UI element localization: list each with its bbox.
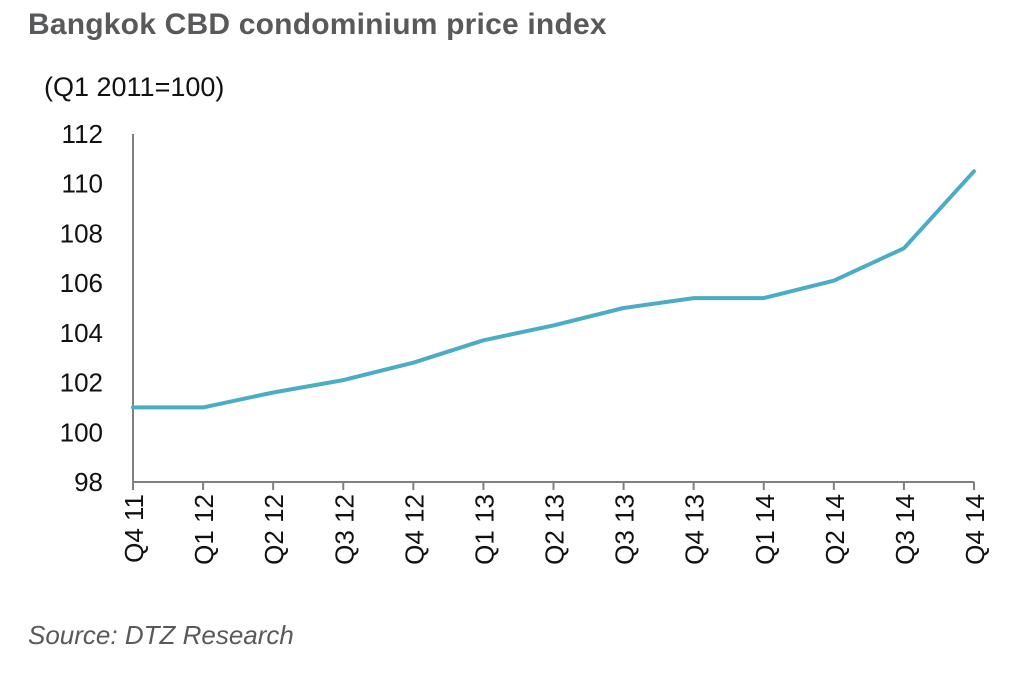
x-tick-label: Q4 13 bbox=[680, 494, 710, 565]
y-tick-label: 110 bbox=[62, 169, 103, 199]
y-tick-label: 108 bbox=[60, 218, 103, 248]
x-tick-label: Q2 13 bbox=[540, 494, 570, 565]
x-tick-label: Q4 12 bbox=[399, 494, 429, 565]
x-tick-label: Q4 11 bbox=[119, 494, 149, 563]
series-line bbox=[131, 169, 976, 410]
x-tick-label: Q1 14 bbox=[750, 494, 780, 565]
y-tick-label: 102 bbox=[60, 368, 103, 398]
x-tick-label: Q3 13 bbox=[610, 494, 640, 565]
y-tick-label: 104 bbox=[60, 318, 103, 348]
chart-subtitle: (Q1 2011=100) bbox=[44, 72, 225, 102]
y-tick-label: 106 bbox=[60, 268, 103, 298]
x-tick-label: Q4 14 bbox=[960, 494, 990, 565]
x-tick-label: Q3 14 bbox=[890, 494, 920, 565]
x-tick-label: Q3 12 bbox=[329, 494, 359, 565]
y-tick-label: 98 bbox=[74, 467, 103, 497]
x-tick-label: Q1 12 bbox=[189, 494, 219, 565]
x-tick-label: Q2 12 bbox=[259, 494, 289, 565]
y-tick-label: 112 bbox=[62, 119, 103, 149]
chart-title: Bangkok CBD condominium price index bbox=[28, 8, 607, 41]
x-tick-label: Q1 13 bbox=[469, 494, 499, 565]
y-tick-label: 100 bbox=[60, 417, 103, 447]
chart-source: Source: DTZ Research bbox=[28, 620, 294, 650]
x-tick-label: Q2 14 bbox=[820, 494, 850, 565]
